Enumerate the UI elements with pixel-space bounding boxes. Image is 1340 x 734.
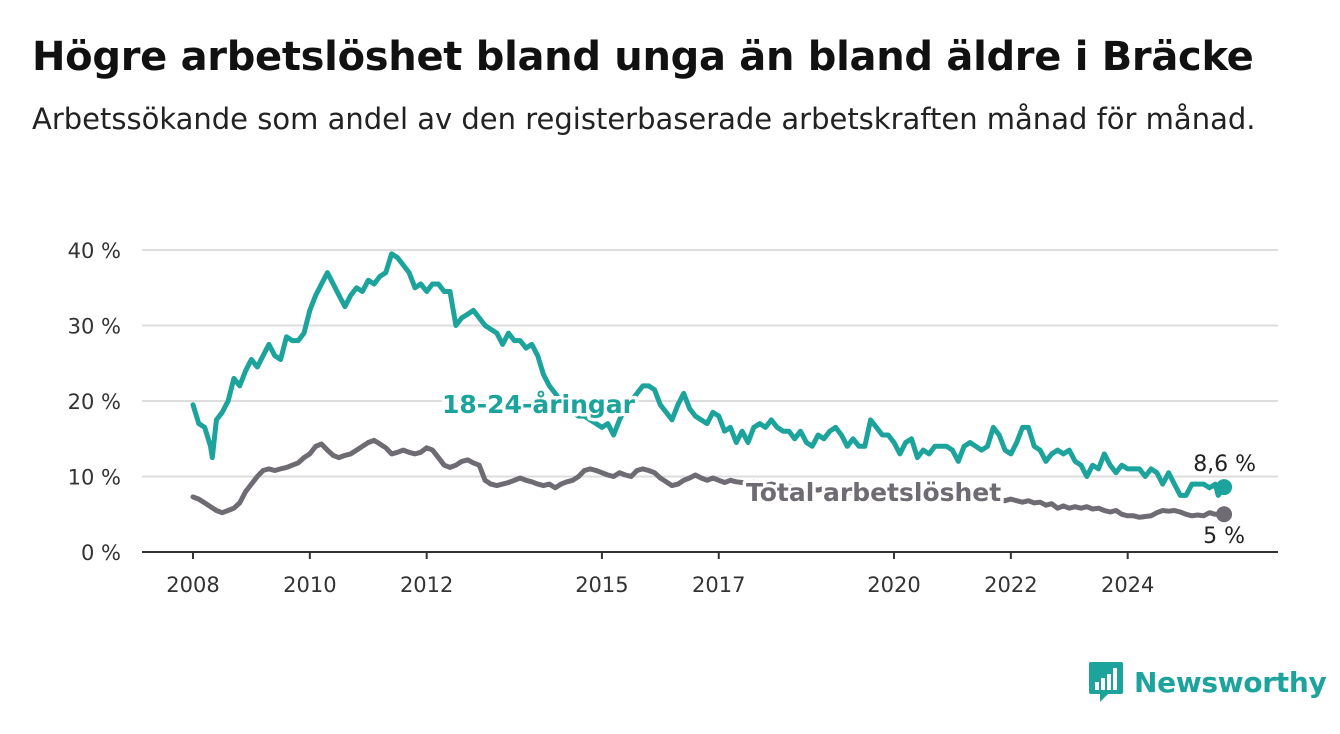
end-value-label-youth: 8,6 % xyxy=(1193,452,1256,477)
x-tick-label: 2020 xyxy=(867,573,920,597)
brand-logo: Newsworthy xyxy=(1088,660,1327,704)
series-labels: 18-24-åringar Total arbetslöshet 8,6 % 5… xyxy=(439,387,1257,550)
brand-name: Newsworthy xyxy=(1134,665,1327,699)
end-point-youth xyxy=(1216,479,1233,496)
y-tick-label: 10 % xyxy=(68,466,121,490)
page-title: Högre arbetslöshet bland unga än bland ä… xyxy=(32,34,1254,80)
page-subtitle: Arbetssökande som andel av den registerb… xyxy=(32,102,1256,136)
y-axis-tick-labels: 0 % 10 % 20 % 30 % 40 % xyxy=(68,239,121,565)
series-line-total xyxy=(190,437,1227,520)
y-tick-label: 40 % xyxy=(68,239,121,263)
x-tick-label: 2017 xyxy=(692,573,745,597)
y-tick-label: 20 % xyxy=(68,390,121,414)
x-tick-label: 2024 xyxy=(1101,573,1154,597)
y-tick-label: 30 % xyxy=(68,315,121,339)
grid-lines xyxy=(142,249,1278,478)
x-tick-label: 2012 xyxy=(400,573,453,597)
y-tick-label: 0 % xyxy=(81,541,121,565)
x-tick-label: 2010 xyxy=(283,573,336,597)
series-line-youth xyxy=(190,251,1227,498)
x-axis-tick-labels: 2008 2010 2012 2015 2017 2020 2022 2024 xyxy=(166,552,1154,597)
x-tick-label: 2008 xyxy=(166,573,219,597)
end-value-label-total: 5 % xyxy=(1203,524,1245,549)
newsworthy-logo-icon xyxy=(1089,662,1123,702)
x-tick-label: 2022 xyxy=(984,573,1037,597)
end-point-total xyxy=(1216,506,1233,523)
series-label-total: Total arbetslöshet xyxy=(746,478,1001,507)
series-lines xyxy=(190,251,1233,523)
x-tick-label: 2015 xyxy=(575,573,628,597)
series-label-youth: 18-24-åringar xyxy=(442,390,636,419)
